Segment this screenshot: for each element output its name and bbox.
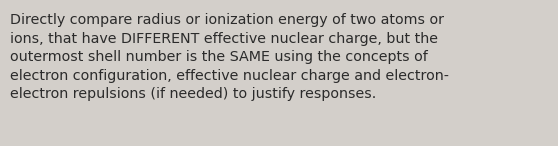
Text: Directly compare radius or ionization energy of two atoms or
ions, that have DIF: Directly compare radius or ionization en…	[10, 13, 449, 101]
